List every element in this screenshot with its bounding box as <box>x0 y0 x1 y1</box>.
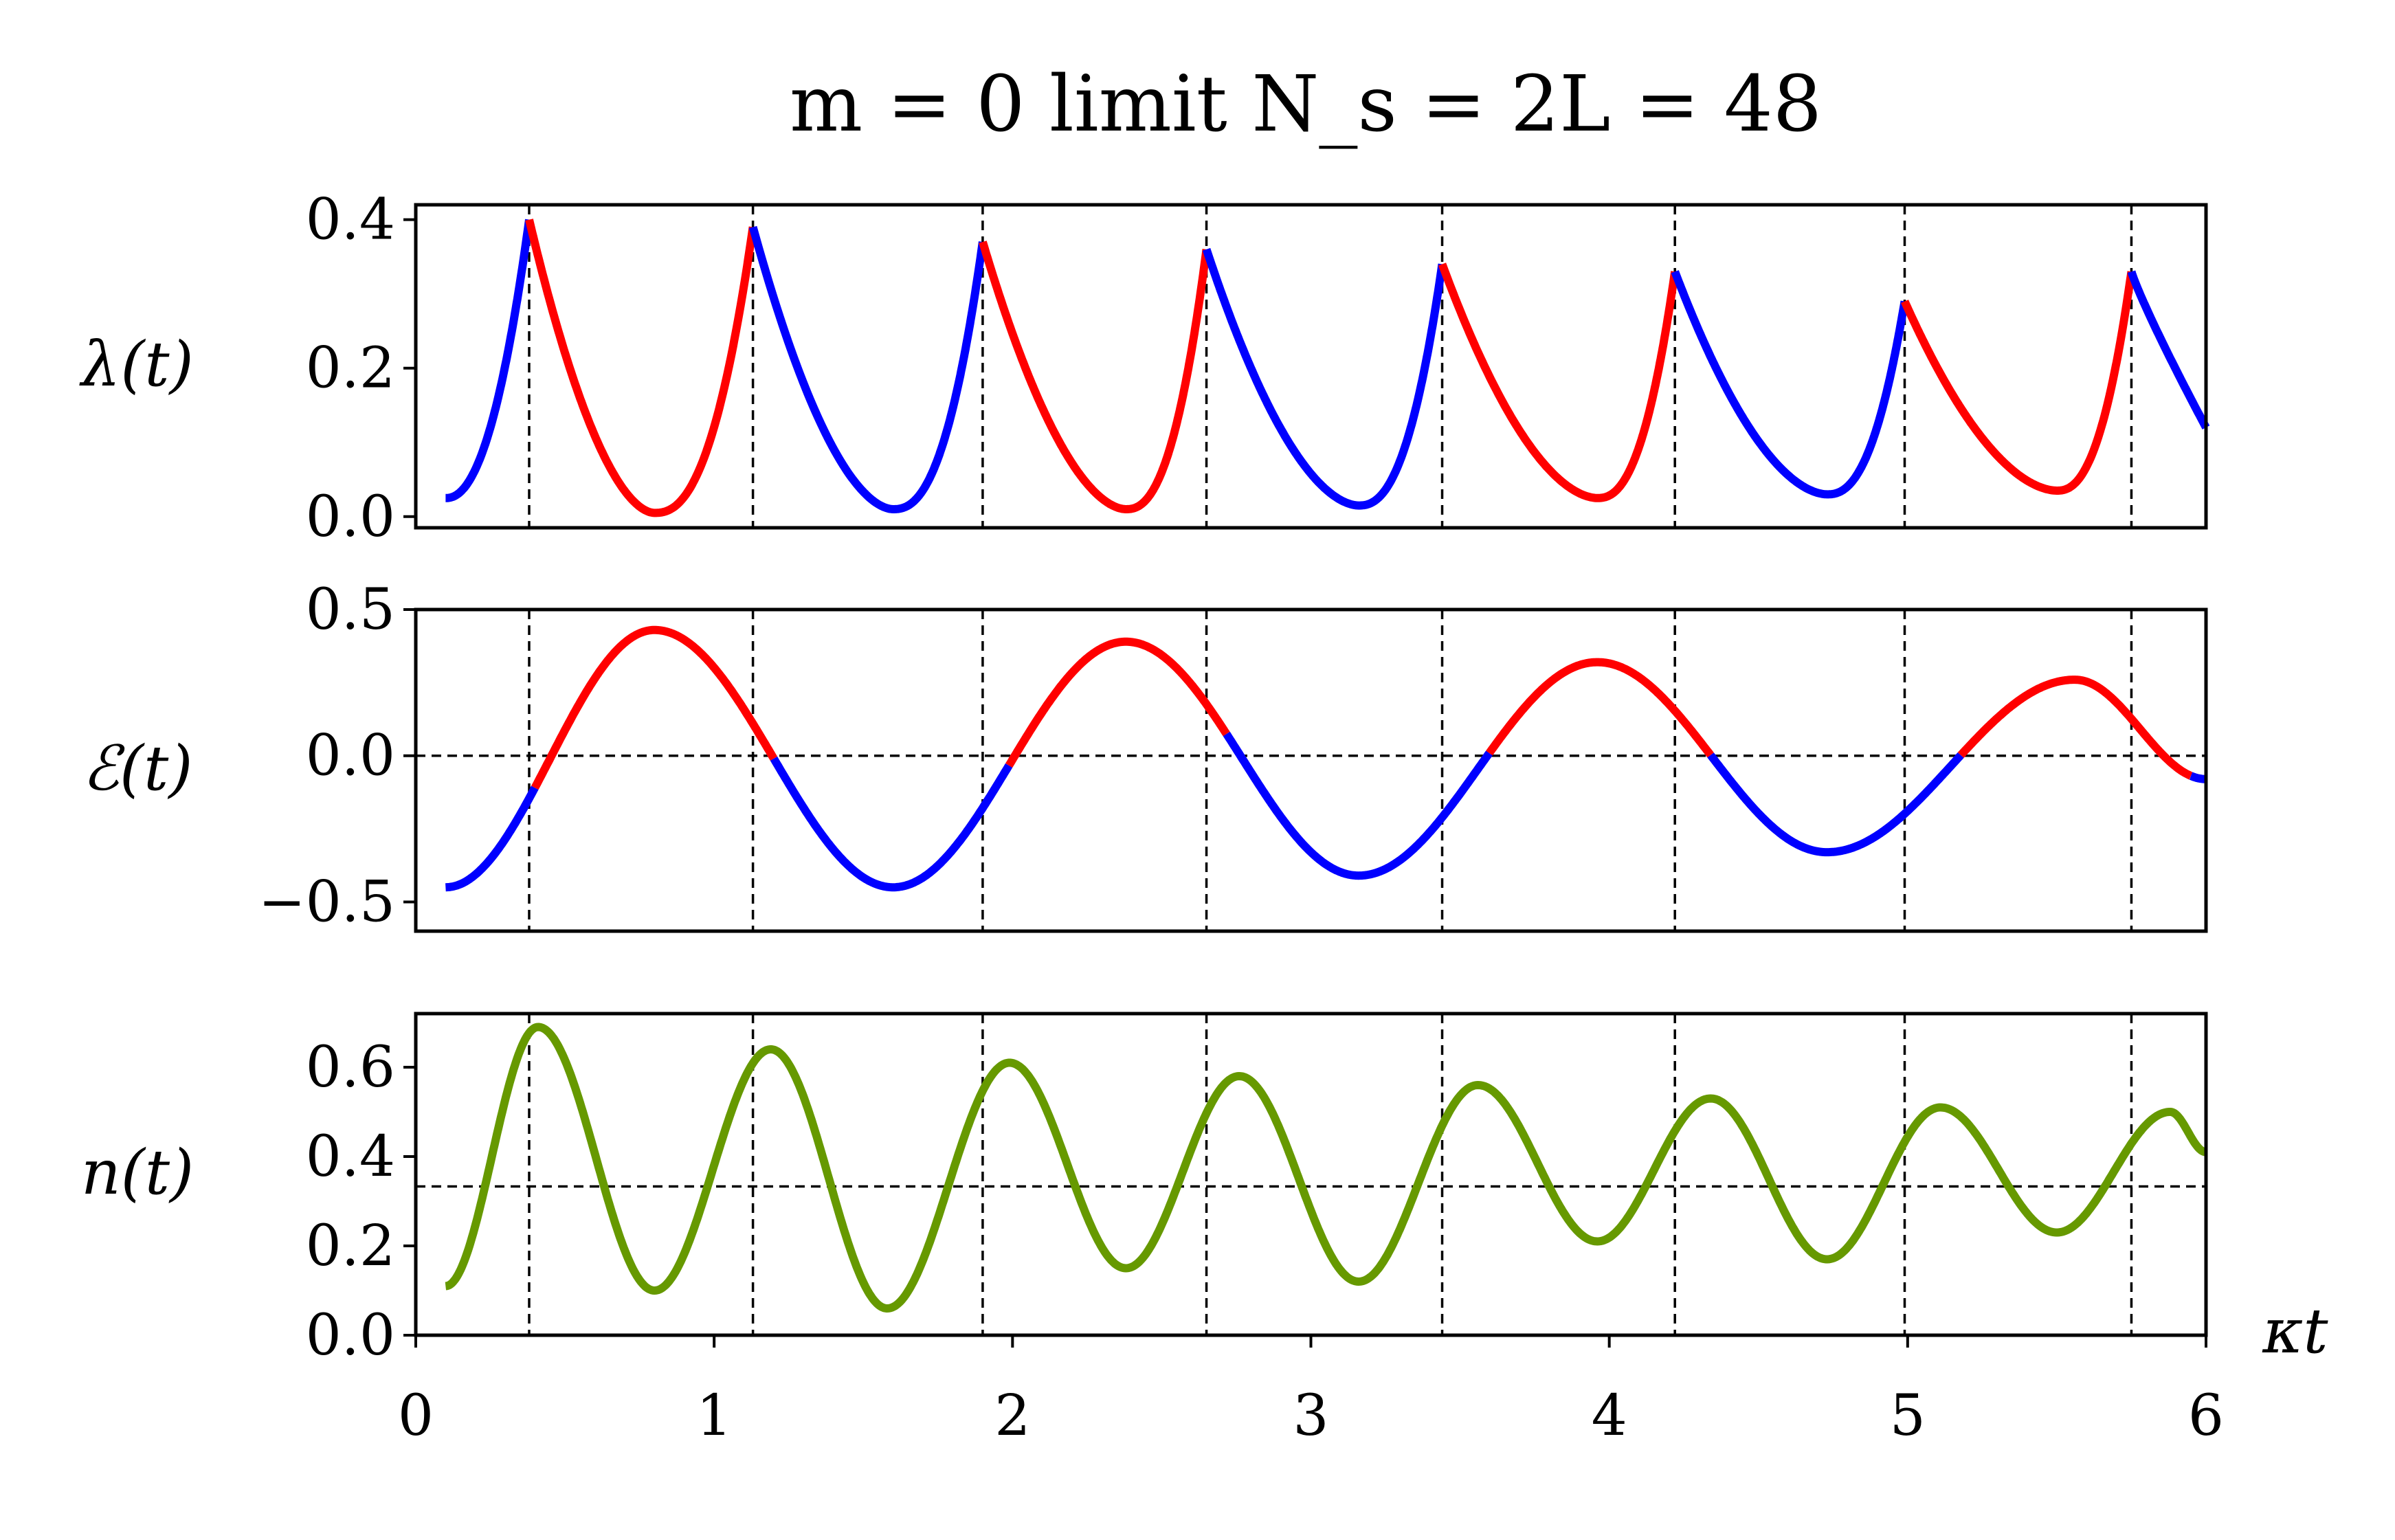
density-line <box>443 1023 2209 1313</box>
x-tick-label-1: 1 <box>696 1383 732 1449</box>
energy-segment-1 <box>531 625 778 790</box>
y-tick-label-0: 0.0 <box>306 1303 395 1368</box>
chart-title: m = 0 limit N_s = 2L = 48 <box>790 60 1822 149</box>
x-tick-label-6: 6 <box>2188 1383 2224 1449</box>
y-axis-label: λ(t) <box>79 328 193 401</box>
energy-segment-3 <box>1005 637 1230 768</box>
lambda-segment-7 <box>1901 271 2136 495</box>
panel-energy: 0.5 0.0 −0.5 ℰ(t) <box>82 577 2209 935</box>
axes-frame <box>414 1012 2208 1337</box>
y-axis-label: n(t) <box>81 1137 194 1209</box>
panel-lambda: 0.0 0.2 0.4 λ(t) <box>79 188 2210 550</box>
y-tick-label-0: 0.0 <box>306 484 395 550</box>
lambda-segment-0 <box>442 219 533 502</box>
x-axis-label: κt <box>2262 1295 2328 1368</box>
y-tick-label-2: 0.4 <box>306 1124 395 1190</box>
energy-segment-5 <box>1486 658 1714 758</box>
lambda-segment-4 <box>1202 247 1447 510</box>
lambda-segment-3 <box>979 241 1211 513</box>
axes-frame <box>414 203 2208 530</box>
y-tick-label-0: 0.5 <box>306 577 395 643</box>
y-tick-label-1: 0.2 <box>306 336 395 401</box>
energy-segment-4 <box>1223 731 1493 880</box>
y-tick-label-1: 0.2 <box>306 1214 395 1279</box>
energy-segment-6 <box>1707 752 1964 857</box>
panel-density: 0.0 0.2 0.4 0.6 n(t) 0 1 2 3 4 5 6 κt <box>81 1012 2328 1449</box>
lambda-segment-1 <box>525 219 757 517</box>
energy-segment-0 <box>443 785 539 892</box>
energy-segment-2 <box>770 756 1013 892</box>
lambda-segment-6 <box>1671 270 1909 499</box>
x-tick-label-2: 2 <box>994 1383 1030 1449</box>
x-tick-label-3: 3 <box>1293 1383 1328 1449</box>
y-tick-label-2: −0.5 <box>258 869 395 935</box>
lambda-segment-5 <box>1438 263 1680 502</box>
y-tick-label-1: 0.0 <box>306 724 395 789</box>
y-tick-label-2: 0.4 <box>306 188 395 253</box>
energy-segment-7 <box>1957 676 2194 780</box>
lambda-segment-2 <box>748 225 987 513</box>
energy-segment-8 <box>2187 772 2209 783</box>
y-axis-label: ℰ(t) <box>82 733 193 805</box>
x-tick-label-5: 5 <box>1890 1383 1926 1449</box>
x-tick-label-0: 0 <box>398 1383 434 1449</box>
x-tick-label-4: 4 <box>1592 1383 1627 1449</box>
lambda-segment-8 <box>2127 269 2210 431</box>
axes-frame <box>414 607 2208 933</box>
y-tick-label-3: 0.6 <box>306 1035 395 1100</box>
